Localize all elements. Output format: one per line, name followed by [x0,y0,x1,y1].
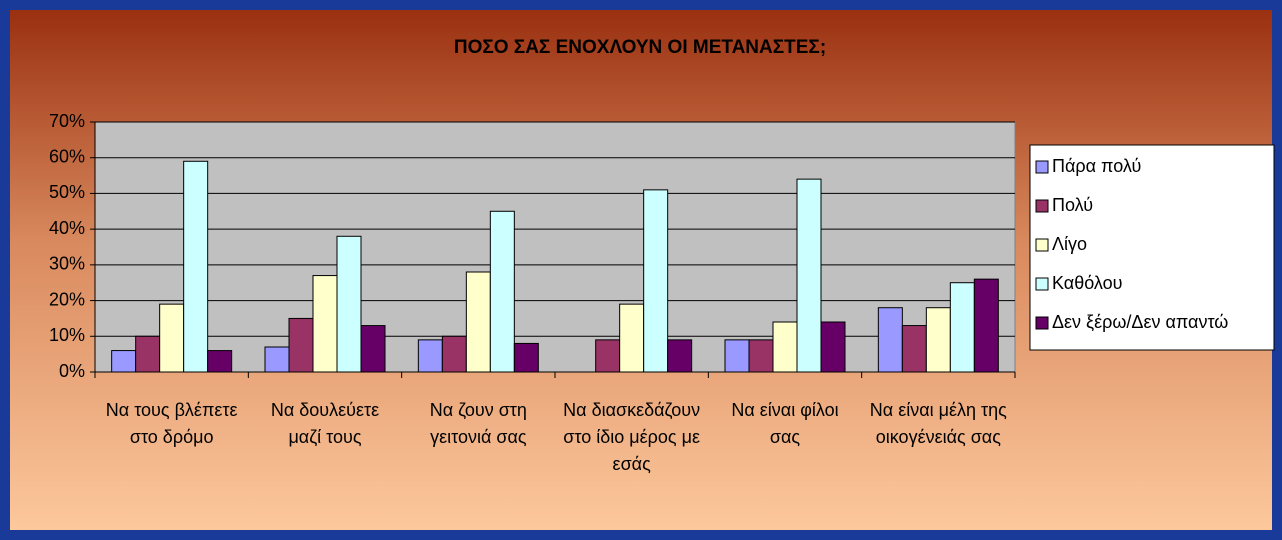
bar [901,325,927,373]
bar [796,178,822,373]
y-tick-label: 50% [49,182,85,202]
legend-swatch [1035,199,1049,213]
bar [264,346,290,373]
legend-label: Δεν ξέρω/Δεν απαντώ [1052,312,1228,332]
y-tick-label: 20% [49,289,85,309]
y-tick-label: 70% [49,111,85,131]
x-tick-label: Να ζουν στη γειτονιά σας [429,400,527,447]
bar [417,339,443,373]
y-tick-label: 40% [49,218,85,238]
bar [513,342,539,373]
bar [288,317,314,373]
bar [595,339,621,373]
bar [772,321,798,373]
bar [748,339,774,373]
bar [360,325,386,373]
legend [1029,144,1275,351]
legend-label: Καθόλου [1052,273,1122,293]
y-tick-label: 0% [59,361,85,381]
bar [949,282,975,373]
legend-swatch [1035,316,1049,330]
bar [111,350,137,373]
bar [877,307,903,373]
bar [465,271,491,373]
y-tick-label: 30% [49,254,85,274]
legend-label: Πολύ [1052,195,1093,215]
bar [312,275,338,373]
bar [724,339,750,373]
bar [441,335,467,373]
x-tick-label: Να δουλεύετε μαζί τους [270,400,380,447]
plot-area [94,121,1016,373]
chart-title: ΠΟΣΟ ΣΑΣ ΕΝΟΧΛΟΥΝ ΟΙ ΜΕΤΑΝΑΣΤΕΣ; [454,37,826,58]
legend-label: Πάρα πολύ [1052,156,1141,176]
bar [183,160,209,373]
bar [820,321,846,373]
bar [159,303,185,373]
legend-swatch [1035,160,1049,174]
y-tick-label: 10% [49,325,85,345]
x-tick-label: Να είναι φίλοι σας [731,400,839,447]
y-tick-label: 60% [49,146,85,166]
bar [207,350,233,373]
legend-swatch [1035,238,1049,252]
legend-label: Λίγο [1052,234,1087,254]
x-tick-label: Να τους βλέπετε στο δρόμο [105,400,238,447]
bar [667,339,693,373]
bar [336,235,362,373]
bar [643,189,669,373]
x-tick-label: Να είναι μέλη της οικογένειάς σας [869,400,1007,447]
bar [973,278,999,373]
bar [489,210,515,373]
x-tick-label: Να διασκεδάζουν στο ίδιο μέρος με εσάς [563,400,701,474]
legend-swatch [1035,277,1049,291]
bar [925,307,951,373]
bar [135,335,161,373]
bar [619,303,645,373]
